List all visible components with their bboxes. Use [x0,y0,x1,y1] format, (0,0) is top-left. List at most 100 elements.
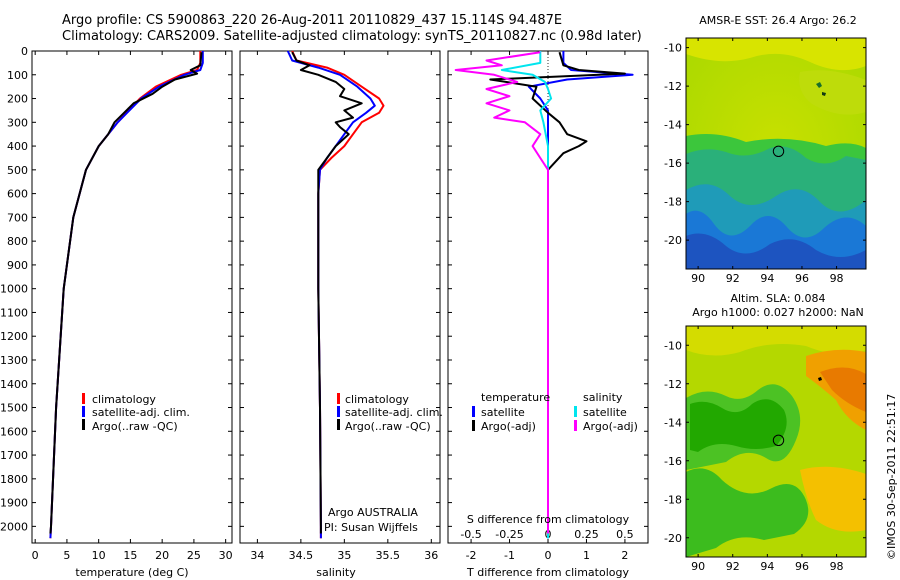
top-x-tick-label: -0.5 [460,528,481,541]
map-y-tick-label: -12 [664,80,682,93]
y-tick-label: 400 [7,140,28,153]
salinity-legend: climatology satellite-adj. clim. Argo(..… [337,393,443,433]
x-tick-label: 15 [123,549,137,562]
legend-t-satellite-swatch [472,406,475,417]
map-y-tick-label: -12 [664,378,682,391]
x-tick-label: 25 [187,549,201,562]
sst-map-panel: -10 -12 -14 -16 -18 -20 90 92 94 96 98 [664,37,867,285]
y-tick-label: 1500 [0,402,28,415]
y-tick-label: 800 [7,235,28,248]
salinity-panel: 34 34.5 35 35.5 36 salinity climatology sate… [239,50,443,579]
map-x-tick-label: 94 [760,560,774,573]
salinity-x-label: salinity [316,566,356,579]
legend-salinity-title: salinity [583,391,623,404]
sst-argo-location-marker [772,145,785,158]
legend-t-argo-label: Argo(-adj) [481,420,536,433]
y-tick-label: 100 [7,69,28,82]
x-tick-label: 0 [32,549,39,562]
map-x-tick-label: 90 [691,272,705,285]
salinity-axes [239,50,441,544]
map-y-tick-label: -14 [664,416,682,429]
legend-argo-label: Argo(..raw -QC) [345,420,431,433]
y-tick-label: 1900 [0,497,28,510]
x-tick-label: 5 [63,549,70,562]
x-tick-label: 36 [424,549,438,562]
legend-climatology-swatch [82,393,85,404]
x-tick-label: 35 [337,549,351,562]
y-tick-label: 1100 [0,306,28,319]
map-y-tick-label: -14 [664,119,682,132]
y-tick-label: 300 [7,116,28,129]
map-y-tick-label: -18 [664,493,682,506]
sla-map-frame [685,325,867,558]
sla-map-title-line2: Argo h1000: 0.027 h2000: NaN [692,306,864,319]
map-x-tick-label: 98 [830,272,844,285]
float-agency-label: Argo AUSTRALIA [328,506,418,519]
legend-climatology-label: climatology [92,393,156,406]
sla-map-panel: -10 -12 -14 -16 -18 -20 90 92 94 96 98 [664,325,867,573]
series-line-salinity-argo-adj- [454,51,549,534]
legend-satellite-swatch [82,406,85,417]
x-tick-label: -1 [504,549,515,562]
legend-argo-swatch [337,419,340,430]
sla-map-title-line1: Altim. SLA: 0.084 [730,292,826,305]
float-pi-label: PI: Susan Wijffels [324,521,418,534]
difference-panel: -2 -1 0 1 2-0.5 -0.25 0 0.25 0.5 S difference fr… [447,50,649,579]
y-tick-label: 0 [21,45,28,58]
temperature-legend: climatology satellite-adj. clim. Argo(..… [82,393,190,433]
map-y-tick-label: -10 [664,42,682,55]
difference-legend: temperature salinity satellite Argo(-adj… [472,391,638,433]
x-tick-label: 0 [545,549,552,562]
map-x-tick-label: 96 [795,560,809,573]
figure-title-line2: Climatology: CARS2009. Satellite-adjuste… [62,29,642,44]
x-tick-label: 10 [92,549,106,562]
y-tick-label: 1400 [0,378,28,391]
t-difference-x-label: T difference from climatology [466,566,629,579]
legend-climatology-label: climatology [345,393,409,406]
map-x-tick-label: 90 [691,560,705,573]
legend-temperature-title: temperature [481,391,550,404]
y-tick-label: 1600 [0,425,28,438]
legend-satellite-label: satellite-adj. clim. [345,406,443,419]
x-tick-label: 2 [621,549,628,562]
y-tick-label: 600 [7,188,28,201]
temperature-panel: 0100200300400500600700800900100011001200… [0,45,233,579]
sst-map-frame [685,37,867,270]
legend-climatology-swatch [337,393,340,404]
legend-s-satellite-swatch [574,406,577,417]
imos-credit: ©IMOS 30-Sep-2011 22:51:17 [885,394,898,560]
map-y-tick-label: -10 [664,339,682,352]
legend-t-satellite-label: satellite [481,406,525,419]
series-line-argo-raw-qc- [291,51,363,534]
y-tick-label: 1800 [0,473,28,486]
map-x-tick-label: 92 [726,560,740,573]
legend-satellite-swatch [337,406,340,417]
y-tick-label: 200 [7,93,28,106]
legend-argo-swatch [82,419,85,430]
s-difference-x-label: S difference from climatology [467,513,630,526]
sst-map-field [686,38,866,269]
map-x-tick-label: 96 [795,272,809,285]
map-x-tick-label: 98 [830,560,844,573]
sla-argo-location-marker [772,434,785,446]
x-tick-label: 20 [155,549,169,562]
legend-s-argo-label: Argo(-adj) [583,420,638,433]
legend-satellite-label: satellite-adj. clim. [92,406,190,419]
map-y-tick-label: -18 [664,196,682,209]
map-y-tick-label: -16 [664,157,682,170]
y-tick-label: 1300 [0,354,28,367]
legend-s-satellite-label: satellite [583,406,627,419]
y-tick-label: 1700 [0,449,28,462]
y-tick-label: 500 [7,164,28,177]
temperature-axes [31,50,233,544]
series-line-argo-raw-qc- [49,52,203,534]
sla-map-field [686,326,866,557]
map-x-tick-label: 92 [726,272,740,285]
legend-t-argo-swatch [472,420,475,431]
map-y-tick-label: -20 [664,234,682,247]
top-x-tick-label: 0.25 [574,528,599,541]
top-x-tick-label: 0.5 [616,528,634,541]
map-y-tick-label: -16 [664,455,682,468]
y-tick-label: 1000 [0,283,28,296]
sst-map-title: AMSR-E SST: 26.4 Argo: 26.2 [699,14,857,27]
